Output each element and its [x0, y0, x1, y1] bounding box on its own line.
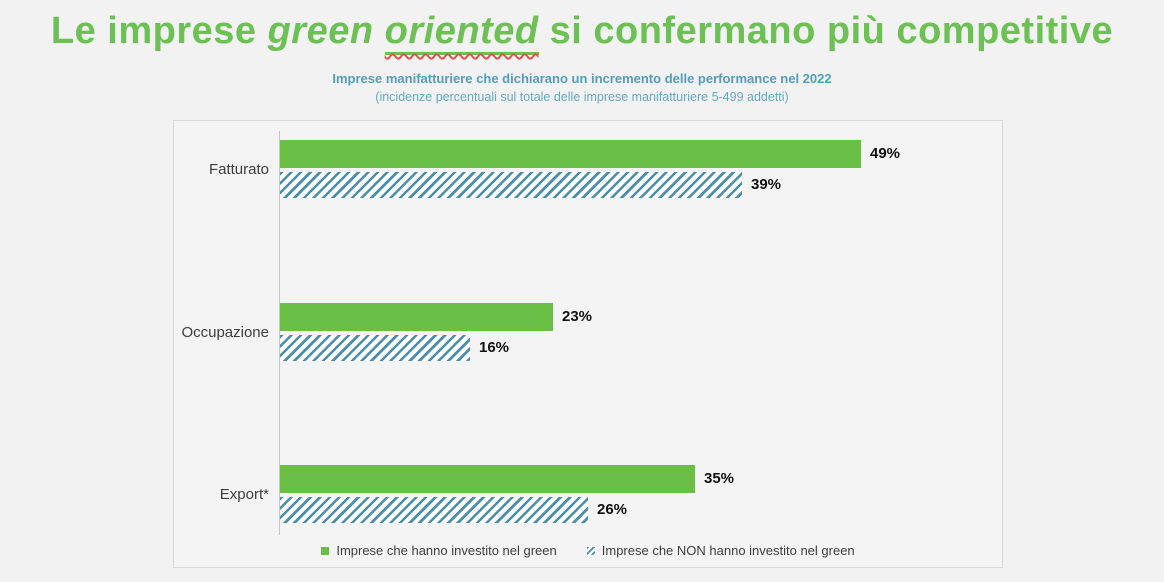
chart-container: Fatturato 49% 39% Occupazione 23% 16% Export* 3… — [173, 120, 1003, 568]
category-label-export: Export* — [219, 486, 269, 503]
y-axis-line — [279, 131, 280, 535]
chart-subtitle-line1: Imprese manifatturiere che dichiarano un… — [332, 71, 832, 86]
title-oriented-spellcheck-wavy: oriented — [384, 10, 539, 52]
plot-area: Fatturato 49% 39% Occupazione 23% 16% Export* 3… — [174, 121, 1002, 567]
bar-green-fatturato — [280, 140, 861, 168]
bar-green-occupazione — [280, 303, 553, 331]
bar-green-export — [280, 465, 695, 493]
value-label-hatched-occupazione: 16% — [479, 339, 510, 356]
bar-hatched-export — [280, 497, 588, 523]
category-label-fatturato: Fatturato — [208, 161, 269, 178]
legend-label-hatched: Imprese che NON hanno investito nel gree… — [601, 543, 855, 558]
page-title: Le imprese green oriented si confermano … — [0, 10, 1164, 55]
legend-swatch-green — [321, 546, 330, 555]
category-label-occupazione: Occupazione — [181, 324, 269, 341]
legend-item-hatched: Imprese che NON hanno investito nel gree… — [586, 543, 855, 558]
legend-label-green: Imprese che hanno investito nel green — [336, 543, 557, 558]
value-label-green-fatturato: 49% — [870, 145, 901, 162]
legend: Imprese che hanno investito nel green Im… — [174, 543, 1002, 558]
value-label-green-export: 35% — [704, 470, 735, 487]
value-label-green-occupazione: 23% — [562, 308, 593, 325]
bar-hatched-fatturato — [280, 172, 742, 198]
chart-subtitle-line2: (incidenze percentuali sul totale delle … — [375, 90, 789, 104]
value-label-hatched-fatturato: 39% — [751, 176, 782, 193]
bar-hatched-occupazione — [280, 335, 470, 361]
title-part2-green-italic: green — [267, 10, 385, 52]
legend-swatch-hatched — [586, 546, 595, 555]
title-part1: Le imprese — [50, 10, 268, 52]
title-part3-oriented-underlined: oriented — [384, 10, 539, 55]
title-part4: si confermano più competitive — [538, 10, 1114, 52]
legend-item-green: Imprese che hanno investito nel green — [321, 543, 557, 558]
value-label-hatched-export: 26% — [597, 501, 628, 518]
